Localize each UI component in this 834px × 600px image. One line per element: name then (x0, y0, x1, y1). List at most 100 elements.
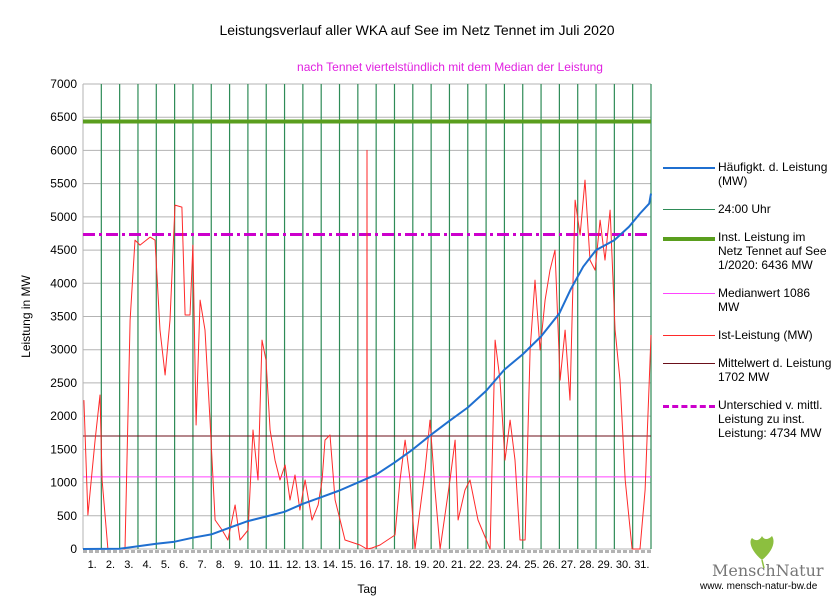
x-axis-tick-mark (443, 550, 447, 553)
x-axis-tick-mark (185, 550, 189, 553)
y-tick-label: 2000 (50, 409, 77, 423)
x-axis-tick-mark (515, 550, 519, 553)
x-axis-tick-mark (275, 550, 279, 553)
x-axis-tick-mark (611, 550, 615, 553)
x-axis-tick-mark (173, 550, 177, 553)
x-axis-tick-mark (407, 550, 411, 553)
x-axis-tick-mark (539, 550, 543, 553)
x-axis-tick-mark (323, 550, 327, 553)
y-tick-label: 6500 (50, 110, 77, 124)
y-tick-label: 5500 (50, 177, 77, 191)
x-tick-label: 31. (634, 559, 649, 571)
x-tick-label: 27. (561, 559, 576, 571)
x-axis-tick-mark (179, 550, 183, 553)
y-tick-label: 6000 (50, 143, 77, 157)
x-axis-tick-mark (467, 550, 471, 553)
x-axis-title: Tag (357, 582, 376, 596)
x-axis-tick-mark (311, 550, 315, 553)
x-axis-tick-mark (365, 550, 369, 553)
x-axis-tick-mark (269, 550, 273, 553)
x-axis-tick-mark (557, 550, 561, 553)
actual-power-line (83, 149, 652, 550)
y-tick-label: 4000 (50, 276, 77, 290)
x-axis-tick-mark (341, 550, 345, 553)
x-axis-tick-mark (107, 550, 111, 553)
x-axis-tick-mark (371, 550, 375, 553)
x-axis-tick-mark (437, 550, 441, 553)
x-axis-tick-mark (317, 550, 321, 553)
x-axis-tick-mark (143, 550, 147, 553)
x-axis-tick-mark (203, 550, 207, 553)
legend-label: Häufigkt. d. Leistung (MW) (718, 160, 828, 188)
x-axis-tick-mark (395, 550, 399, 553)
y-tick-label: 2500 (50, 376, 77, 390)
x-tick-label: 19. (414, 559, 429, 571)
legend-swatch (663, 405, 715, 408)
x-axis-tick-mark (161, 550, 165, 553)
x-axis-tick-mark (347, 550, 351, 553)
x-axis-tick-mark (635, 550, 639, 553)
x-axis-tick-mark (377, 550, 381, 553)
x-tick-label: 3. (124, 559, 133, 571)
y-tick-label: 1000 (50, 476, 77, 490)
x-axis-tick-mark (155, 550, 159, 553)
legend-swatch (663, 363, 715, 364)
x-axis-tick-mark (101, 550, 105, 553)
x-axis-tick-mark (239, 550, 243, 553)
x-tick-label: 10. (249, 559, 264, 571)
x-axis-tick-mark (215, 550, 219, 553)
x-axis-tick-mark (431, 550, 435, 553)
x-axis-tick-mark (563, 550, 567, 553)
x-axis-tick-mark (329, 550, 333, 553)
x-axis-tick-mark (89, 550, 93, 553)
x-axis-tick-mark (527, 550, 531, 553)
legend-swatch (663, 209, 715, 210)
chart-subtitle: nach Tennet viertelstündlich mit dem Med… (297, 60, 603, 74)
x-axis-tick-mark (197, 550, 201, 553)
x-axis-tick-mark (581, 550, 585, 553)
x-axis-tick-mark (569, 550, 573, 553)
x-axis-tick-mark (497, 550, 501, 553)
y-tick-label: 4500 (50, 243, 77, 257)
y-tick-label: 7000 (50, 77, 77, 91)
x-axis-tick-mark (359, 550, 363, 553)
x-axis-tick-mark (479, 550, 483, 553)
legend-item-median: Medianwert 1086 MW (663, 286, 833, 314)
x-axis-tick-mark (353, 550, 357, 553)
legend: Häufigkt. d. Leistung (MW) 24:00 Uhr Inst.… (663, 160, 833, 454)
x-axis-tick-mark (449, 550, 453, 553)
x-axis-tick-mark (167, 550, 171, 553)
legend-item-mean: Mittelwert d. Leistung 1702 MW (663, 356, 833, 384)
legend-label: Unterschied v. mittl. Leistung zu inst. … (718, 398, 823, 440)
x-tick-label: 17. (378, 559, 393, 571)
x-tick-label: 13. (304, 559, 319, 571)
x-axis-tick-mark (485, 550, 489, 553)
x-axis-tick-mark (509, 550, 513, 553)
x-axis-tick-mark (305, 550, 309, 553)
y-tick-label: 1500 (50, 442, 77, 456)
x-axis-tick-mark (227, 550, 231, 553)
x-tick-label: 29. (598, 559, 613, 571)
x-axis-tick-mark (389, 550, 393, 553)
x-tick-label: 18. (396, 559, 411, 571)
y-axis-title: Leistung in MW (19, 274, 33, 357)
x-tick-label: 30. (616, 559, 631, 571)
x-tick-label: 4. (143, 559, 152, 571)
x-axis-tick-mark (551, 550, 555, 553)
x-axis-tick-mark (209, 550, 213, 553)
x-axis-tick-mark (629, 550, 633, 553)
x-tick-label: 16. (359, 559, 374, 571)
x-tick-label: 9. (234, 559, 243, 571)
x-tick-label: 2. (106, 559, 115, 571)
x-axis-tick-mark (425, 550, 429, 553)
x-tick-label: 7. (198, 559, 207, 571)
logo-text: MenschNatur (712, 561, 824, 580)
x-axis-tick-mark (647, 550, 651, 553)
x-tick-label: 24. (506, 559, 521, 571)
y-tick-label: 5000 (50, 210, 77, 224)
x-tick-label: 1. (88, 559, 97, 571)
x-axis-tick-mark (587, 550, 591, 553)
x-tick-label: 15. (341, 559, 356, 571)
x-axis-tick-mark (533, 550, 537, 553)
x-axis-tick-mark (251, 550, 255, 553)
